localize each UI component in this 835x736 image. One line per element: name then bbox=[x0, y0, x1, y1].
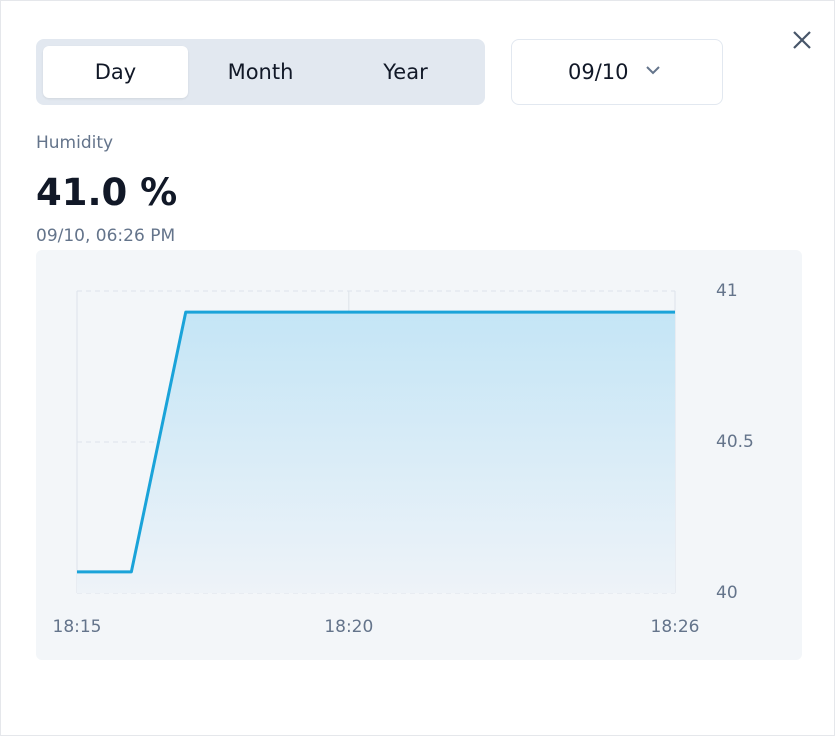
metric-label: Humidity bbox=[36, 133, 114, 153]
line bbox=[77, 310, 675, 574]
y-tick-label: 40.5 bbox=[716, 432, 754, 452]
y-tick-label: 40 bbox=[716, 583, 738, 603]
metric-value: 41.0 % bbox=[36, 171, 178, 214]
x-tick-label: 18:20 bbox=[324, 617, 373, 637]
chart: 40 40.5 41 18:15 18:20 18:26 bbox=[36, 250, 802, 660]
tab[interactable]: Month bbox=[227, 60, 294, 84]
x-tick-label: 18:15 bbox=[53, 617, 102, 637]
close-button[interactable] bbox=[791, 29, 813, 51]
date-select[interactable]: 09/10 bbox=[511, 39, 723, 105]
area bbox=[77, 312, 675, 593]
tab[interactable]: Day bbox=[43, 46, 188, 98]
y-tick-label: 41 bbox=[716, 281, 738, 301]
period-tabs: Day Month Year bbox=[36, 39, 485, 105]
x-tick-label: 18:26 bbox=[651, 617, 700, 637]
metric-timestamp: 09/10, 06:26 PM bbox=[36, 226, 176, 246]
date-value: 09/10 bbox=[568, 60, 629, 84]
chevron-icon bbox=[646, 66, 660, 75]
tab[interactable]: Year bbox=[383, 60, 428, 84]
